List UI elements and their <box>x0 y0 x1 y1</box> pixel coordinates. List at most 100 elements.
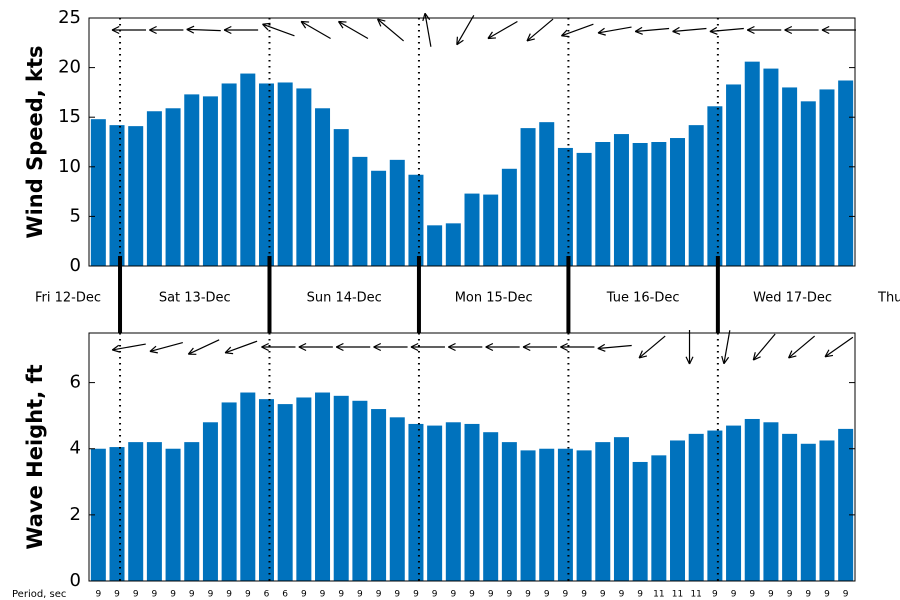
period-label: 9 <box>413 590 419 600</box>
period-label: 9 <box>152 590 158 600</box>
arrow-shaft <box>638 335 666 359</box>
day-label: Mon 15-Dec <box>455 291 533 306</box>
arrow-shaft <box>635 27 670 33</box>
period-label: 9 <box>320 590 326 600</box>
y-tick-label: 6 <box>70 372 81 393</box>
arrow-head <box>149 350 158 354</box>
direction-arrow <box>560 342 595 352</box>
direction-arrow <box>597 26 632 36</box>
y-tick-label: 5 <box>70 205 81 226</box>
bar <box>726 84 742 267</box>
arrow-head <box>335 342 344 348</box>
arrow-shaft <box>752 333 776 361</box>
bar <box>501 168 517 266</box>
direction-arrow <box>709 26 744 35</box>
arrow-head <box>224 346 232 354</box>
arrow-shaft <box>424 13 432 47</box>
arrow-head <box>338 20 347 23</box>
period-label: 9 <box>805 590 811 600</box>
bar <box>427 425 443 581</box>
bar <box>109 125 125 266</box>
arrow-head <box>561 29 568 37</box>
arrow-shaft <box>186 28 221 32</box>
arrow-head <box>638 350 643 359</box>
period-label: 11 <box>690 590 701 600</box>
direction-arrow <box>335 342 371 352</box>
arrow-head <box>821 25 830 31</box>
bar <box>389 159 405 266</box>
bar <box>670 440 686 581</box>
bar <box>632 461 648 581</box>
period-label: 6 <box>264 590 270 600</box>
period-label: 9 <box>394 590 400 600</box>
bar <box>146 111 162 266</box>
bar <box>800 443 816 581</box>
day-label: Sat 13-Dec <box>159 291 231 306</box>
arrow-head <box>788 350 793 359</box>
arrow-head <box>335 346 344 352</box>
arrow-shaft <box>377 18 404 42</box>
arrow-head <box>485 342 494 348</box>
direction-arrow <box>634 26 670 35</box>
bar <box>352 156 368 266</box>
bar <box>90 119 106 267</box>
bar <box>838 80 854 266</box>
direction-arrow <box>788 335 816 359</box>
arrow-head <box>111 29 120 35</box>
period-label: 9 <box>301 590 307 600</box>
direction-arrow <box>638 335 666 359</box>
arrow-head <box>784 25 793 31</box>
arrow-head <box>186 28 195 34</box>
arrow-head <box>187 347 194 355</box>
period-label: 9 <box>581 590 587 600</box>
arrow-head <box>753 356 761 361</box>
direction-arrow <box>149 25 184 35</box>
plot-frame <box>88 332 856 582</box>
direction-arrow <box>597 343 632 352</box>
direction-arrow <box>111 25 147 35</box>
arrow-shaft <box>709 27 744 33</box>
bar <box>277 82 293 266</box>
arrow-head <box>410 342 419 348</box>
bar <box>464 423 480 581</box>
arrow-head <box>526 38 535 42</box>
bar <box>726 425 742 581</box>
direction-arrow <box>561 23 594 38</box>
arrow-head <box>456 36 459 45</box>
period-label: 9 <box>432 590 438 600</box>
bar <box>595 142 611 266</box>
bar <box>315 108 331 266</box>
period-label: 9 <box>226 590 232 600</box>
arrow-head <box>487 31 493 39</box>
period-label: 9 <box>450 590 456 600</box>
arrow-head <box>149 25 157 31</box>
arrow-head <box>824 349 830 358</box>
bar <box>595 442 611 581</box>
bar <box>520 450 536 581</box>
bar <box>819 440 835 581</box>
direction-arrow <box>672 26 707 35</box>
bar <box>408 174 424 266</box>
bar <box>221 83 237 266</box>
arrow-head <box>300 21 307 29</box>
bar <box>670 138 686 266</box>
direction-arrow <box>298 342 333 352</box>
day-label: Tue 16-Dec <box>606 291 680 306</box>
period-label: 9 <box>637 590 643 600</box>
bar <box>464 193 480 266</box>
arrow-head <box>821 29 830 35</box>
bar <box>408 423 424 581</box>
arrow-head <box>111 25 120 31</box>
arrow-head <box>223 29 232 35</box>
direction-arrow <box>338 20 369 40</box>
bar <box>128 126 144 267</box>
bar <box>576 152 592 266</box>
arrow-head <box>688 356 694 365</box>
arrow-head <box>597 343 606 349</box>
period-label: 11 <box>653 590 664 600</box>
bar <box>165 108 181 266</box>
direction-arrow <box>187 339 220 355</box>
bar <box>240 392 256 581</box>
plot-frame <box>88 17 856 267</box>
arrow-head <box>456 39 464 46</box>
